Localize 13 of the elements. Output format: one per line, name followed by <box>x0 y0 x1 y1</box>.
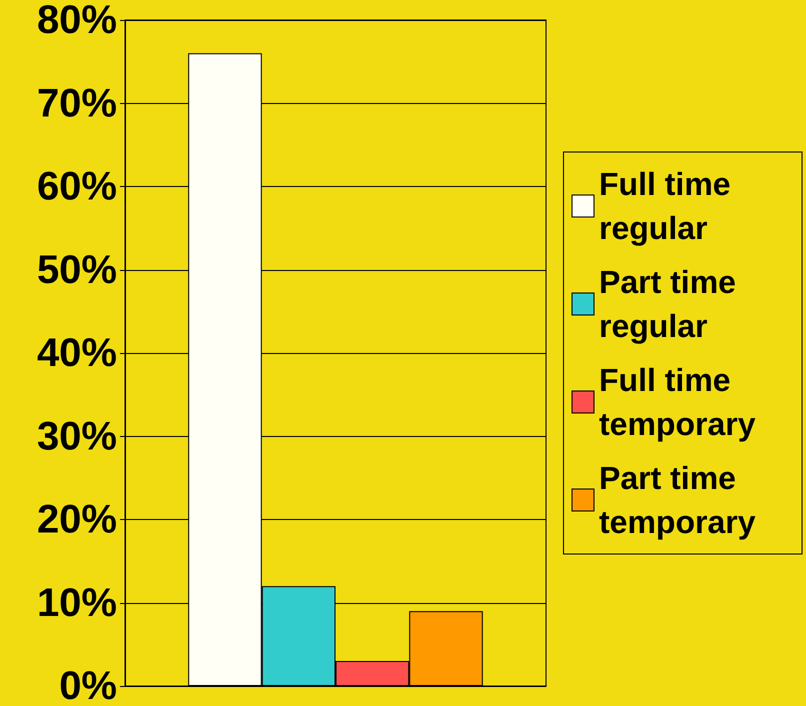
y-tick-label: 80% <box>36 0 117 42</box>
y-tick-label: 60% <box>36 164 117 208</box>
legend-label: Full time regular <box>599 166 740 246</box>
legend-label: Part time regular <box>599 264 745 344</box>
y-tick-label: 20% <box>36 498 117 542</box>
y-tick-label: 50% <box>36 248 117 292</box>
y-tick-label: 0% <box>59 664 117 706</box>
y-tick-label: 40% <box>36 331 117 375</box>
legend-label: Full time temporary <box>599 362 756 442</box>
y-tick-label: 10% <box>36 580 117 625</box>
y-tick-label: 30% <box>36 414 117 458</box>
y-tick-label: 70% <box>36 81 117 126</box>
legend-label: Part time temporary <box>599 460 756 540</box>
